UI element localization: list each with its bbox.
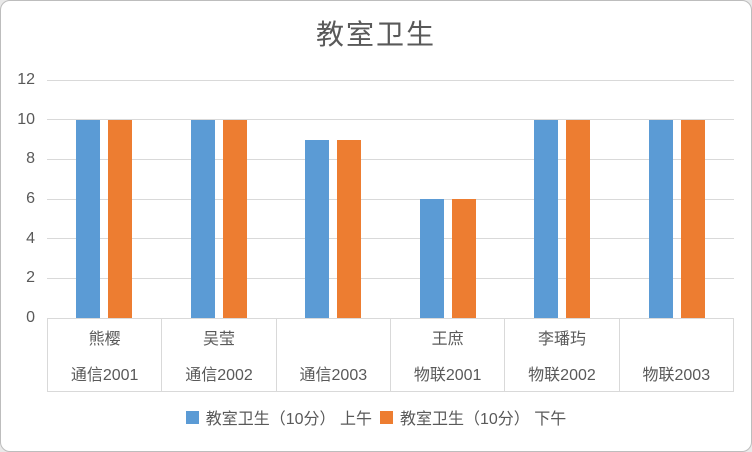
legend-swatch-icon (380, 410, 393, 424)
chart-title: 教室卫生 (315, 19, 436, 50)
category-class: 物联2001 (413, 367, 482, 384)
legend: 教室卫生（10分） 上午 教室卫生（10分） 下午 (1, 402, 751, 432)
gridline (47, 79, 734, 81)
bar (680, 119, 705, 318)
category-class: 通信2003 (299, 367, 368, 384)
category-class: 通信2002 (185, 367, 253, 384)
category-cell: 通信2003 (277, 319, 391, 391)
bar (108, 119, 133, 318)
y-tick-label: 10 (17, 110, 35, 128)
category-axis: 熊樱 通信2001 吴莹 通信2002 通信2003 王庶 物联2001 李璠玙 物联2002 物… (47, 318, 734, 392)
category-class: 物联2003 (642, 367, 711, 384)
bar (419, 199, 444, 318)
category-class: 通信2001 (70, 367, 139, 384)
category-name: 熊樱 (88, 331, 121, 348)
y-tick-label: 12 (17, 71, 35, 88)
y-tick-label: 6 (26, 190, 35, 207)
bar (566, 119, 591, 318)
category-cell: 李璠玙物联2002 (505, 319, 620, 391)
category-cell: 物联2003 (620, 319, 733, 391)
gridline (47, 158, 734, 160)
y-tick-label: 4 (26, 229, 35, 247)
category-cell: 吴莹通信2002 (162, 319, 277, 391)
y-tick-label: 2 (26, 269, 35, 287)
bar (305, 139, 330, 318)
category-name: 李璠玙 (537, 331, 586, 348)
bar (534, 119, 559, 318)
category-name (620, 319, 733, 355)
category-name: 吴莹 (202, 331, 235, 348)
gridline (47, 198, 734, 200)
gridline (47, 238, 734, 240)
bar (451, 199, 476, 318)
bar (648, 119, 673, 318)
category-cell: 王庶物联2001 (391, 319, 506, 391)
legend-swatch-icon (185, 410, 199, 424)
category-name: 王庶 (431, 331, 464, 348)
category-name (277, 319, 390, 355)
legend-item: 教室卫生（10分） 下午 (380, 405, 566, 429)
legend-label: 教室卫生（10分） 下午 (400, 411, 567, 428)
category-cell: 熊樱通信2001 (48, 319, 163, 391)
legend-item: 教室卫生（10分） 上午 (185, 405, 372, 429)
bar (76, 119, 101, 318)
gridline (47, 119, 734, 121)
legend-label: 教室卫生（10分） 上午 (205, 411, 372, 428)
y-tick-label: 8 (26, 150, 35, 168)
bar (190, 119, 215, 318)
category-class: 物联2002 (528, 367, 596, 384)
bar (337, 139, 362, 318)
bar (222, 119, 247, 318)
y-tick-label: 0 (26, 309, 35, 326)
gridline (47, 277, 734, 279)
